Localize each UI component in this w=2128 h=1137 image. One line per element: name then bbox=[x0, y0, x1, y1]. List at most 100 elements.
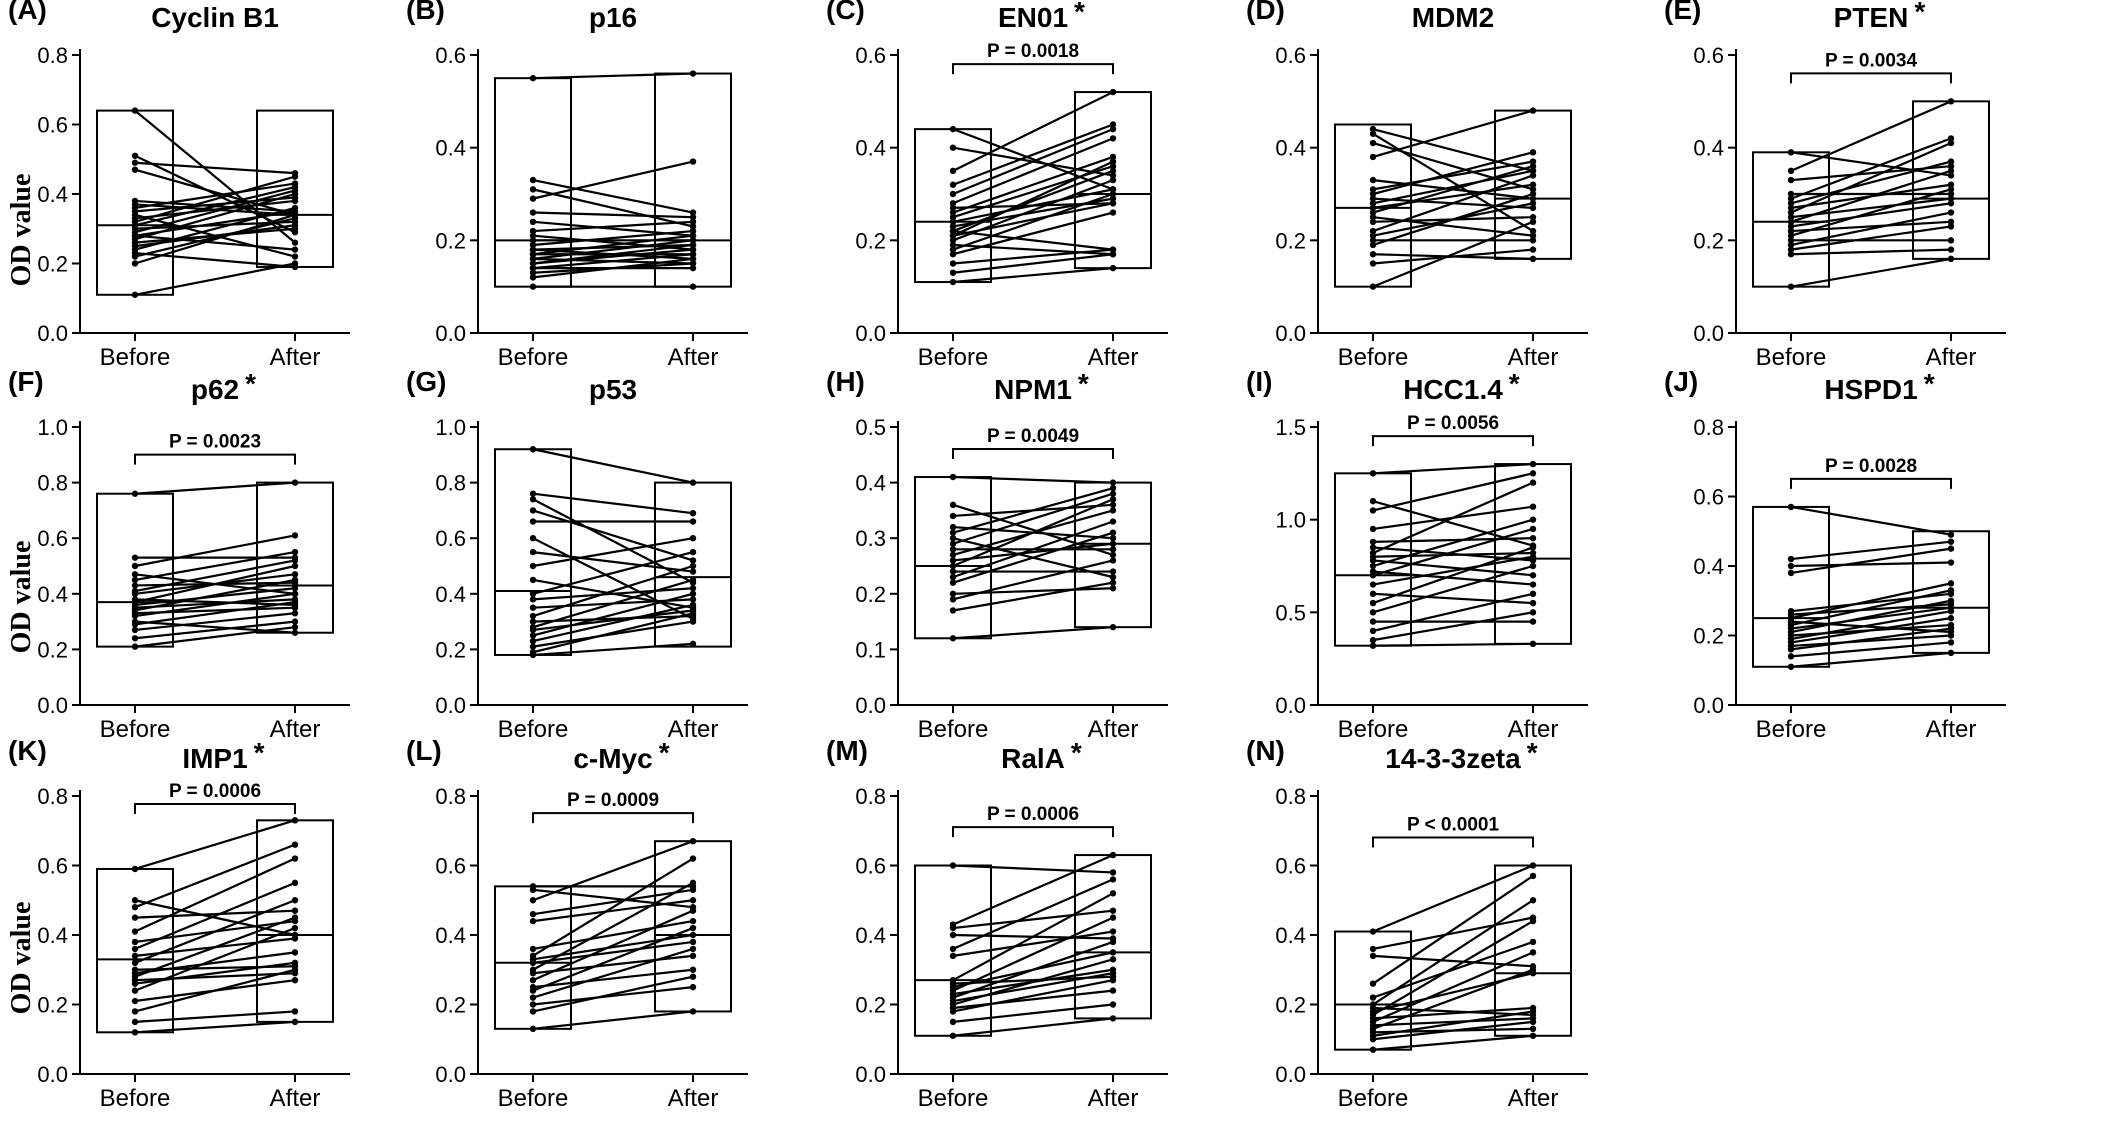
point-before bbox=[1369, 1046, 1377, 1053]
point-before bbox=[949, 931, 957, 939]
point-before bbox=[949, 952, 957, 960]
point-after bbox=[291, 931, 299, 939]
point-before bbox=[131, 554, 139, 561]
point-before bbox=[1369, 232, 1377, 239]
paired-line bbox=[532, 578, 694, 609]
y-tick-label: 1.0 bbox=[435, 415, 466, 440]
x-tick-label: Before bbox=[100, 716, 171, 743]
point-after bbox=[689, 251, 697, 258]
point-after bbox=[1529, 516, 1537, 523]
point-after bbox=[689, 227, 697, 235]
point-after bbox=[1529, 970, 1537, 977]
point-after bbox=[1529, 938, 1537, 946]
point-before bbox=[1787, 283, 1795, 290]
point-after bbox=[291, 907, 299, 914]
point-before bbox=[131, 576, 139, 584]
point-before bbox=[949, 213, 957, 221]
x-tick-label: Before bbox=[918, 344, 989, 371]
significance-bracket bbox=[532, 812, 694, 824]
paired-line bbox=[532, 179, 694, 214]
paired-line bbox=[952, 854, 1114, 926]
point-after bbox=[689, 837, 697, 845]
point-after bbox=[291, 590, 299, 597]
point-before bbox=[131, 1008, 139, 1015]
paired-line bbox=[1790, 100, 1952, 172]
paired-line bbox=[532, 598, 694, 609]
point-after bbox=[1109, 579, 1117, 586]
point-after bbox=[1947, 200, 1955, 207]
point-before bbox=[131, 166, 139, 173]
panel-title: p62 bbox=[191, 374, 239, 405]
point-after bbox=[1529, 963, 1537, 970]
paired-line bbox=[532, 609, 694, 632]
paired-line bbox=[1790, 202, 1952, 228]
x-tick-label: Before bbox=[1338, 1085, 1409, 1112]
point-before bbox=[949, 251, 957, 258]
point-after bbox=[1109, 529, 1117, 536]
p-value-label: P = 0.0056 bbox=[1407, 413, 1499, 434]
paired-line bbox=[134, 203, 296, 216]
y-tick-label: 0.6 bbox=[1693, 485, 1724, 510]
point-before bbox=[949, 473, 957, 481]
y-tick-label: 0.5 bbox=[855, 415, 886, 440]
y-tick-label: 0.8 bbox=[37, 784, 68, 809]
point-before bbox=[949, 190, 957, 198]
point-before bbox=[529, 186, 537, 193]
point-after bbox=[291, 618, 299, 625]
point-after bbox=[1947, 531, 1955, 538]
significance-star: * bbox=[1509, 368, 1520, 399]
point-before bbox=[949, 512, 957, 520]
point-after bbox=[689, 983, 697, 991]
y-tick-label: 0.0 bbox=[855, 1062, 886, 1087]
point-before bbox=[1369, 176, 1377, 184]
point-before bbox=[1369, 507, 1377, 514]
paired-line bbox=[532, 498, 694, 584]
paired-line bbox=[134, 843, 296, 909]
point-before bbox=[529, 917, 537, 925]
point-before bbox=[1369, 209, 1377, 216]
paired-line bbox=[134, 251, 296, 269]
point-after bbox=[1529, 618, 1537, 625]
point-before bbox=[131, 587, 139, 595]
significance-bracket bbox=[134, 803, 296, 814]
panel-label: (L) bbox=[406, 735, 442, 766]
significance-star: * bbox=[1527, 737, 1538, 768]
paired-line bbox=[532, 620, 694, 648]
point-before bbox=[1369, 125, 1377, 133]
y-tick-label: 0.6 bbox=[37, 113, 68, 138]
paired-line bbox=[1790, 547, 1952, 575]
point-before bbox=[529, 1025, 537, 1033]
point-before bbox=[529, 227, 537, 235]
point-before bbox=[131, 596, 139, 603]
panel-label: (I) bbox=[1246, 366, 1272, 397]
point-after bbox=[1109, 1015, 1117, 1022]
point-before bbox=[529, 490, 537, 497]
point-after bbox=[1529, 479, 1537, 486]
point-after bbox=[689, 223, 697, 230]
y-tick-label: 0.2 bbox=[37, 993, 68, 1018]
y-tick-label: 0.6 bbox=[435, 526, 466, 551]
point-before bbox=[529, 952, 537, 960]
y-tick-label: 0.2 bbox=[1693, 624, 1724, 649]
point-after bbox=[1529, 572, 1537, 579]
panel-title: NPM1 bbox=[994, 374, 1072, 405]
point-after bbox=[1109, 125, 1117, 133]
paired-line bbox=[134, 175, 296, 223]
point-after bbox=[689, 562, 697, 570]
point-after bbox=[1529, 255, 1537, 263]
paired-line bbox=[134, 1020, 296, 1034]
point-before bbox=[1787, 569, 1795, 577]
point-before bbox=[949, 945, 957, 953]
point-before bbox=[1369, 525, 1377, 533]
point-before bbox=[529, 1001, 537, 1008]
point-after bbox=[689, 596, 697, 603]
y-tick-label: 0.2 bbox=[435, 993, 466, 1018]
point-after bbox=[291, 571, 299, 578]
panel-label: (M) bbox=[826, 735, 868, 766]
paired-line bbox=[952, 475, 1114, 484]
point-before bbox=[949, 557, 957, 564]
point-after bbox=[1109, 851, 1117, 859]
significance-bracket bbox=[1790, 72, 1952, 84]
x-tick-label: After bbox=[668, 1085, 719, 1112]
paired-line bbox=[532, 968, 694, 989]
